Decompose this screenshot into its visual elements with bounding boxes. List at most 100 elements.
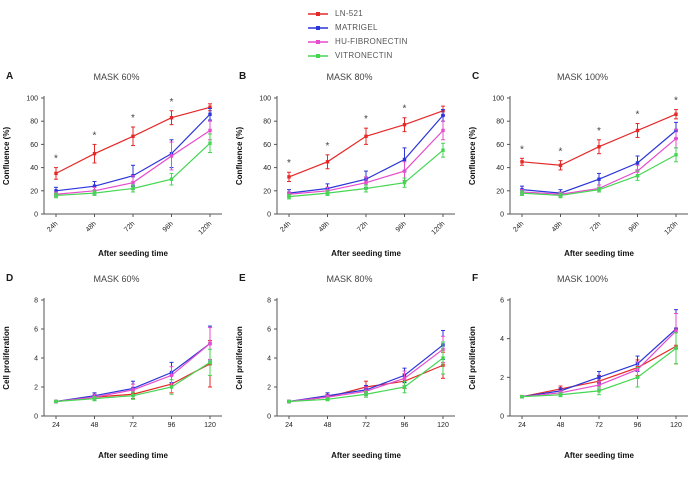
chart-title: MASK 60%: [93, 274, 140, 284]
svg-text:100: 100: [492, 96, 504, 103]
svg-text:100: 100: [259, 96, 271, 103]
legend-item: LN-521: [308, 8, 408, 19]
chart-title: MASK 100%: [556, 274, 609, 284]
svg-text:*: *: [674, 96, 678, 107]
svg-text:96: 96: [634, 422, 642, 429]
svg-text:120h: 120h: [430, 220, 446, 236]
svg-text:24: 24: [285, 422, 293, 429]
svg-text:*: *: [364, 114, 368, 125]
panel-letter: E: [239, 273, 246, 284]
chart-panel: F MASK 100% 0 2 4 6 24 48 72 96 120 Cell prolifer…: [466, 272, 699, 466]
svg-text:48: 48: [91, 422, 99, 429]
svg-text:After seeding time: After seeding time: [331, 451, 401, 460]
svg-text:8: 8: [267, 298, 271, 305]
svg-text:96h: 96h: [395, 220, 408, 233]
svg-text:96: 96: [168, 422, 176, 429]
legend-line-marker-icon: [308, 11, 328, 16]
svg-text:6: 6: [267, 327, 271, 334]
svg-text:20: 20: [263, 188, 271, 195]
svg-text:Confluence (%): Confluence (%): [468, 127, 477, 186]
svg-text:24h: 24h: [512, 220, 525, 233]
panel-letter: B: [239, 71, 247, 82]
legend-label: VITRONECTIN: [335, 51, 393, 60]
chart-panel: D MASK 60% 0 2 4 6 8 24 48 72 96 120 Cell prolifer…: [0, 272, 233, 466]
svg-text:*: *: [326, 141, 330, 152]
legend-item: MATRIGEL: [308, 22, 408, 33]
svg-text:*: *: [93, 130, 97, 141]
svg-text:24: 24: [518, 422, 526, 429]
chart-grid: A MASK 60% 0 20 40 60 80 100 24h 48h 72h 96h 120h *…: [0, 70, 700, 466]
svg-text:20: 20: [496, 188, 504, 195]
chart-canvas: 0 20 40 60 80 100 24h 48h 72h 96h 120h * * * * Confluen…: [2, 96, 222, 258]
svg-text:24: 24: [52, 422, 60, 429]
svg-text:4: 4: [267, 356, 271, 363]
chart-row-bottom: D MASK 60% 0 2 4 6 8 24 48 72 96 120 Cell prolifer…: [0, 272, 700, 466]
chart-canvas: 0 20 40 60 80 100 24h 48h 72h 96h 120h * * * * * Conflue…: [468, 96, 688, 258]
panel-letter: F: [472, 273, 479, 284]
svg-text:120: 120: [437, 422, 449, 429]
svg-text:6: 6: [34, 327, 38, 334]
legend-label: LN-521: [335, 9, 364, 18]
svg-text:20: 20: [30, 188, 38, 195]
svg-text:40: 40: [30, 165, 38, 172]
svg-text:2: 2: [34, 385, 38, 392]
svg-text:4: 4: [500, 336, 504, 343]
chart-title: MASK 80%: [326, 72, 373, 82]
chart-title: MASK 100%: [556, 72, 609, 82]
chart-title: MASK 80%: [326, 274, 373, 284]
svg-text:48: 48: [557, 422, 565, 429]
chart-header: B MASK 80%: [233, 70, 466, 84]
chart-header: E MASK 80%: [233, 272, 466, 286]
svg-text:48h: 48h: [551, 220, 564, 233]
svg-text:24h: 24h: [279, 220, 292, 233]
svg-text:40: 40: [496, 165, 504, 172]
svg-text:*: *: [54, 154, 58, 165]
svg-text:60: 60: [30, 142, 38, 149]
svg-text:80: 80: [263, 119, 271, 126]
svg-text:2: 2: [267, 385, 271, 392]
svg-text:After seeding time: After seeding time: [564, 249, 634, 258]
svg-text:48h: 48h: [318, 220, 331, 233]
chart-header: D MASK 60%: [0, 272, 233, 286]
svg-text:6: 6: [500, 298, 504, 305]
svg-text:*: *: [559, 147, 563, 158]
chart-title: MASK 60%: [93, 72, 140, 82]
chart-panel: C MASK 100% 0 20 40 60 80 100 24h 48h 72h 96h 120h…: [466, 70, 699, 264]
svg-text:0: 0: [500, 414, 504, 421]
chart-header: C MASK 100%: [466, 70, 699, 84]
chart-canvas: 0 20 40 60 80 100 24h 48h 72h 96h 120h * * * * Confluen…: [235, 96, 455, 258]
chart-panel: A MASK 60% 0 20 40 60 80 100 24h 48h 72h 96h 120h *…: [0, 70, 233, 264]
svg-text:80: 80: [30, 119, 38, 126]
chart-header: A MASK 60%: [0, 70, 233, 84]
chart-row-top: A MASK 60% 0 20 40 60 80 100 24h 48h 72h 96h 120h *…: [0, 70, 700, 264]
panel-letter: C: [472, 71, 480, 82]
svg-text:96: 96: [401, 422, 409, 429]
svg-text:0: 0: [267, 212, 271, 219]
svg-text:*: *: [131, 113, 135, 124]
svg-text:*: *: [520, 144, 524, 155]
svg-text:120h: 120h: [197, 220, 213, 236]
panel-letter: D: [6, 273, 14, 284]
svg-text:120: 120: [204, 422, 216, 429]
svg-text:0: 0: [500, 212, 504, 219]
legend-label: HU-FIBRONECTIN: [335, 37, 408, 46]
svg-text:48h: 48h: [85, 220, 98, 233]
legend-line-marker-icon: [308, 25, 328, 30]
svg-text:After seeding time: After seeding time: [331, 249, 401, 258]
svg-text:*: *: [170, 97, 174, 108]
svg-text:*: *: [597, 126, 601, 137]
svg-text:0: 0: [34, 414, 38, 421]
svg-text:72h: 72h: [356, 220, 369, 233]
svg-text:120: 120: [670, 422, 682, 429]
legend-item: VITRONECTIN: [308, 50, 408, 61]
legend: LN-521 MATRIGEL HU-FIBRONECTIN VITRONECT…: [308, 8, 408, 61]
panel-letter: A: [6, 71, 14, 82]
svg-text:After seeding time: After seeding time: [564, 451, 634, 460]
svg-text:0: 0: [267, 414, 271, 421]
svg-text:Confluence (%): Confluence (%): [235, 127, 244, 186]
svg-text:Cell proliferation: Cell proliferation: [235, 326, 244, 390]
